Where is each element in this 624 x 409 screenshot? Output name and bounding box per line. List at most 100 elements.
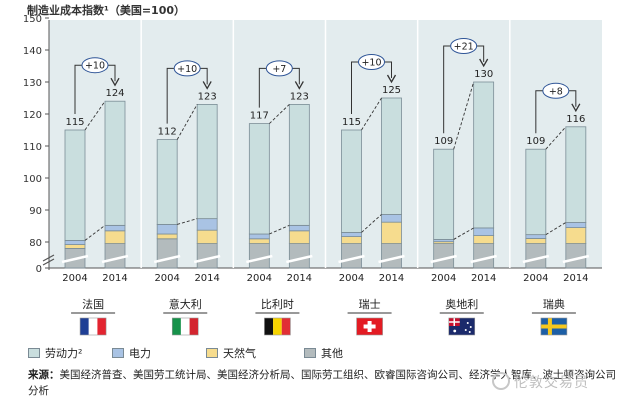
delta-label: +8 [549, 86, 563, 97]
dashed-connector-base [545, 222, 567, 236]
flag-sweden [540, 317, 568, 336]
bar-2014 [288, 104, 310, 269]
bar-segment-electricity [565, 222, 587, 228]
bar-segment-other [381, 243, 402, 269]
legend-item-labor: 劳动力² [28, 345, 82, 361]
bar-segment-gas [288, 230, 310, 245]
bar-segment-gas [248, 238, 270, 245]
bar-segment-labor [381, 97, 402, 215]
legend-item-electricity: 电力 [112, 345, 151, 361]
x-tick-label: 2014 [194, 273, 219, 284]
bar-segment-gas [104, 230, 126, 245]
bar-segment-other [196, 243, 218, 269]
chart-area: 0 80 90 100 110 120 130 140 150 115 2004 124 2014 +10… [23, 14, 602, 336]
legend-item-other: 其他 [304, 345, 343, 361]
bar-value-label: 130 [474, 69, 493, 80]
delta-label: +10 [85, 61, 105, 72]
chart-title: 制造业成本指数¹（美国=100） [27, 4, 185, 17]
bar-segment-gas [196, 229, 218, 245]
delta-arrowhead [294, 81, 304, 90]
bar-2004 [341, 129, 362, 269]
flag-star [469, 326, 472, 328]
bar-break-mark [378, 254, 405, 264]
bar-segment-other [288, 243, 310, 269]
legend-swatch [28, 348, 40, 358]
bar-segment-other [565, 243, 587, 269]
bar-segment-labor [525, 148, 547, 236]
source-text: 美国经济普查、美国劳工统计局、美国经济分析局、国际劳工组织、欧睿国际咨询公司、经… [28, 369, 616, 397]
flag-stripe [97, 318, 107, 335]
watermark: 伦敦交易员 [492, 372, 589, 392]
bar-break-mark [153, 254, 181, 264]
bar-segment-other [433, 243, 455, 269]
bar-value-label: 124 [105, 88, 124, 99]
bar-segment-labor [473, 81, 495, 229]
dashed-connector-top [84, 100, 106, 131]
bar-value-label: 123 [198, 91, 217, 102]
bar-segment-electricity [341, 231, 362, 237]
bar-value-label: 125 [382, 85, 401, 96]
legend-label: 其他 [321, 347, 343, 360]
bar-segment-gas [565, 227, 587, 245]
flag-stripe [172, 318, 181, 335]
bar-segment-electricity [288, 224, 310, 232]
bar-segment-gas [473, 235, 495, 245]
x-tick-label: 2004 [431, 273, 456, 284]
bar-segment-labor [341, 129, 362, 233]
delta-label: +10 [177, 64, 197, 75]
x-tick-label: 2014 [471, 273, 496, 284]
legend: 劳动力² 电力 天然气 其他 [28, 345, 428, 361]
legend-label: 电力 [129, 347, 151, 360]
delta-arrowhead [571, 103, 581, 113]
bar-segment-gas [156, 233, 178, 240]
flag-border [448, 317, 476, 336]
delta-arrowhead [479, 58, 489, 68]
country-label: 瑞士 [359, 297, 381, 311]
delta-arrowhead [386, 74, 397, 84]
delta-arrowhead [202, 81, 212, 90]
legend-label: 劳动力² [45, 347, 83, 360]
country-label: 意大利 [169, 297, 202, 311]
bar-segment-other [156, 238, 178, 269]
x-tick-label: 2014 [102, 273, 127, 284]
bar-segment-labor [196, 104, 218, 220]
bar-segment-electricity [64, 239, 86, 245]
bar-2014 [196, 104, 218, 269]
flag-stripe [180, 318, 190, 335]
dashed-connector-base [177, 218, 198, 225]
bar-segment-electricity [473, 227, 495, 236]
bar-segment-gas [525, 238, 547, 244]
y-tick-label: 80 [29, 238, 42, 249]
y-tick-label: 130 [23, 78, 42, 89]
bar-break-mark [338, 254, 365, 264]
flag-cross [540, 324, 567, 329]
delta-badge [358, 54, 385, 70]
bar-segment-labor [156, 139, 178, 225]
dashed-connector-top [176, 104, 198, 140]
flag-stripe [80, 318, 89, 335]
delta-badge [173, 60, 201, 77]
x-tick-label: 2004 [154, 273, 179, 284]
flag-stripe [281, 318, 291, 335]
flag-belgium [264, 317, 291, 336]
delta-badge [81, 57, 109, 74]
legend-item-gas: 天然气 [206, 345, 256, 361]
dashed-connector-base [269, 224, 290, 235]
flag-france [79, 317, 107, 336]
y-tick-label: 150 [23, 14, 42, 25]
bar-segment-gas [64, 244, 86, 249]
bar-value-label: 115 [65, 117, 84, 128]
flag-switzerland [356, 317, 383, 336]
flag-stripe [189, 318, 199, 335]
flag-star [464, 329, 467, 331]
y-tick-label: 140 [23, 46, 42, 57]
bar-2004 [64, 129, 86, 269]
dashed-connector-top [453, 81, 475, 150]
country-label: 瑞典 [543, 297, 565, 311]
dashed-connector-base [453, 227, 474, 240]
watermark-icon [492, 372, 510, 390]
bar-segment-labor [64, 129, 86, 241]
bar-2004 [433, 148, 455, 269]
watermark-text: 伦敦交易员 [514, 375, 589, 391]
flag-cross [363, 324, 376, 329]
